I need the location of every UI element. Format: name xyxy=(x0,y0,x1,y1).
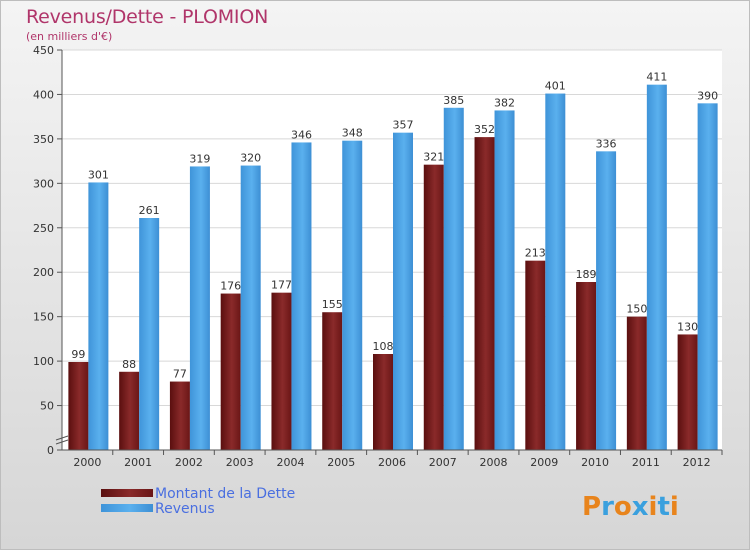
x-tick-label: 2007 xyxy=(429,456,457,469)
y-tick-label: 400 xyxy=(33,88,54,101)
data-label: 348 xyxy=(342,127,363,140)
bar-dette xyxy=(677,334,698,450)
x-tick-label: 2010 xyxy=(581,456,609,469)
x-tick-label: 2001 xyxy=(124,456,152,469)
data-label: 319 xyxy=(189,152,210,165)
x-tick-label: 2008 xyxy=(480,456,508,469)
data-label: 189 xyxy=(576,268,597,281)
y-tick-label: 0 xyxy=(47,444,54,457)
bar-revenus xyxy=(139,218,160,450)
y-tick-label: 50 xyxy=(40,400,54,413)
bar-revenus xyxy=(596,151,617,451)
bar-revenus xyxy=(240,165,261,451)
y-tick-label: 250 xyxy=(33,222,54,235)
legend-swatch xyxy=(101,504,153,512)
bar-dette xyxy=(119,371,140,450)
data-label: 213 xyxy=(525,247,546,260)
x-tick-label: 2012 xyxy=(683,456,711,469)
data-label: 301 xyxy=(88,168,109,181)
bar-revenus xyxy=(189,166,210,450)
x-tick-label: 2006 xyxy=(378,456,406,469)
data-label: 108 xyxy=(373,340,394,353)
bar-revenus xyxy=(291,142,312,450)
data-label: 176 xyxy=(220,280,241,293)
x-tick-label: 2011 xyxy=(632,456,660,469)
bar-dette xyxy=(169,381,190,450)
y-tick-label: 100 xyxy=(33,355,54,368)
data-label: 99 xyxy=(71,348,85,361)
data-label: 261 xyxy=(139,204,160,217)
y-tick-label: 350 xyxy=(33,133,54,146)
legend-label: Montant de la Dette xyxy=(155,486,295,502)
legend-swatch xyxy=(101,489,153,497)
y-tick-label: 150 xyxy=(33,311,54,324)
chart-subtitle: (en milliers d'€) xyxy=(26,30,113,43)
proxiti-logo: Proxiti xyxy=(582,492,679,522)
bar-dette xyxy=(271,292,292,450)
x-tick-label: 2009 xyxy=(530,456,558,469)
data-label: 357 xyxy=(393,119,414,132)
data-label: 346 xyxy=(291,128,312,141)
data-label: 150 xyxy=(626,303,647,316)
data-label: 336 xyxy=(596,137,617,150)
data-label: 321 xyxy=(423,151,444,164)
y-tick-label: 450 xyxy=(33,44,54,57)
bar-dette xyxy=(373,354,393,450)
axis-break-mark xyxy=(55,439,69,445)
bar-revenus xyxy=(697,103,718,450)
legend-label: Revenus xyxy=(155,501,215,517)
bar-dette xyxy=(220,293,241,450)
x-tick-label: 2004 xyxy=(276,456,304,469)
y-tick-label: 200 xyxy=(33,266,54,279)
x-tick-label: 2002 xyxy=(175,456,203,469)
bar-revenus xyxy=(443,107,464,451)
data-label: 411 xyxy=(646,71,667,84)
bar-dette xyxy=(474,137,495,450)
bar-dette xyxy=(423,164,444,450)
data-label: 130 xyxy=(677,320,698,333)
data-label: 390 xyxy=(697,89,718,102)
bar-dette xyxy=(626,316,647,450)
data-label: 382 xyxy=(494,96,515,109)
axis-break-mark xyxy=(55,435,69,441)
data-label: 77 xyxy=(173,368,187,381)
y-tick-label: 300 xyxy=(33,177,54,190)
x-tick-label: 2003 xyxy=(226,456,254,469)
bar-revenus xyxy=(342,140,363,450)
bar-dette xyxy=(525,260,546,450)
data-label: 177 xyxy=(271,279,292,292)
x-tick-label: 2005 xyxy=(327,456,355,469)
bar-revenus xyxy=(393,132,413,450)
data-label: 320 xyxy=(240,152,261,165)
data-label: 352 xyxy=(474,123,495,136)
data-label: 401 xyxy=(545,80,566,93)
data-label: 385 xyxy=(443,94,464,107)
bar-dette xyxy=(68,362,89,450)
bar-revenus xyxy=(646,84,667,451)
chart-title: Revenus/Dette - PLOMION xyxy=(26,6,269,28)
data-label: 88 xyxy=(122,358,136,371)
bar-dette xyxy=(322,312,343,450)
bar-revenus xyxy=(494,110,515,450)
bar-revenus xyxy=(545,93,566,451)
x-tick-label: 2000 xyxy=(73,456,101,469)
bar-revenus xyxy=(88,182,109,450)
data-label: 155 xyxy=(322,298,343,311)
bar-dette xyxy=(576,282,597,450)
